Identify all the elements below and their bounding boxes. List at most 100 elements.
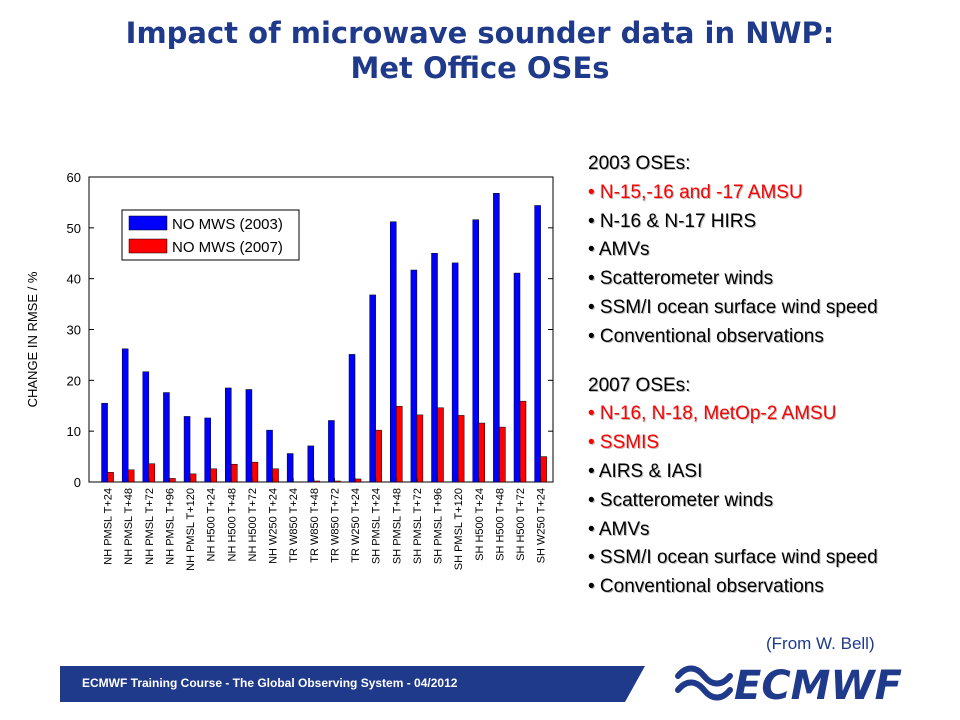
bar-2007 [416,414,424,483]
x-tick-label: TR W850 T+72 [329,488,341,563]
bar-2007 [354,478,362,483]
slide-title: Impact of microwave sounder data in NWP:… [0,16,960,86]
bar-2007 [169,478,176,483]
y-axis-label: CHANGE IN RMSE / % [25,271,40,407]
bar-2003 [121,348,129,483]
bar-2007 [437,407,444,483]
x-tick-label: SH H500 T+72 [515,488,527,561]
x-tick-label: SH H500 T+48 [494,488,506,561]
bar-2007 [148,463,156,483]
bar-2003 [225,387,232,483]
bar-2007 [396,406,403,483]
bar-2007 [210,468,217,483]
x-tick-label: SH W250 T+24 [536,488,548,563]
bar-2003 [369,294,376,483]
bar-2003 [286,453,294,483]
bar-2007 [107,472,114,483]
notes-2007-item: • SSMIS [588,432,660,454]
x-tick-label: SH PMSL T+24 [371,488,383,564]
legend-swatch [128,215,168,231]
slide-title-line1: Impact of microwave sounder data in NWP: [125,16,835,50]
ose-notes: 2003 OSEs: • N-15,-16 and -17 AMSU • N-16… [588,150,958,602]
legend-label: NO MWS (2007) [172,239,283,256]
bar-2007 [313,480,321,483]
notes-2003-item: • N-16 & N-17 HIRS [588,210,757,232]
bar-2003 [142,371,150,483]
bar-2003 [451,262,459,483]
bar-2003 [472,219,480,483]
legend-swatch [128,238,168,254]
x-tick-label: NH H500 T+48 [226,488,238,561]
bar-2003 [348,354,356,483]
x-tick-label: TR W850 T+24 [288,488,300,563]
x-tick-label: NH W250 T+24 [268,488,280,564]
ecmwf-logo-text: ECMWF [734,663,902,706]
bar-2003 [513,272,521,483]
bar-2007 [375,429,382,483]
bar-2007 [334,480,341,483]
notes-2007-heading: 2007 OSEs: [588,374,691,396]
bar-2003 [431,253,438,483]
bar-2003 [245,389,253,483]
x-tick-label: SH PMSL T+72 [412,488,424,564]
y-tick-label: 0 [74,475,81,490]
bar-2003 [307,445,315,483]
x-tick-label: NH PMSL T+72 [144,488,156,565]
footer-band [60,666,645,702]
x-tick-label: TR W250 T+24 [350,488,362,563]
x-tick-label: NH PMSL T+96 [164,488,176,565]
bar-2007 [499,426,506,483]
notes-2003-heading: 2003 OSEs: [588,153,691,174]
notes-2003-item: • N-15,-16 and -17 AMSU [588,181,803,203]
bar-2007 [540,456,547,483]
ecmwf-logo-icon [675,665,733,701]
y-tick-label: 20 [67,373,81,388]
x-tick-label: SH PMSL T+48 [391,488,403,564]
rmse-bar-chart: 0 10 20 30 40 50 60 CHANGE IN RMSE / % NH PMSL T… [25,170,554,571]
notes-2007-item: • Scatterometer winds [588,489,774,511]
notes-2007-item: • Conventional observations [588,576,824,598]
slide-title-line2: Met Office OSEs [350,51,610,85]
bar-2003 [534,205,541,483]
notes-2003-list: • N-15,-16 and -17 AMSU • N-16 & N-17 HIR… [588,179,958,352]
bar-2003 [183,416,191,483]
x-tick-label: NH PMSL T+48 [123,488,135,565]
bar-2007 [272,468,279,483]
bar-2003 [390,221,397,483]
notes-2007-item: • AIRS & IASI [588,460,703,482]
bar-2003 [266,429,273,483]
bar-2007 [231,463,238,483]
bar-2007 [127,469,135,483]
y-tick-label: 10 [67,424,81,439]
y-tick-label: 30 [67,323,81,338]
bar-2003 [493,193,500,483]
footer-text: ECMWF Training Course - The Global Obser… [82,676,458,690]
legend-label: NO MWS (2003) [172,216,283,233]
bar-2003 [410,269,418,483]
y-tick-label: 50 [67,221,81,236]
x-tick-label: NH PMSL T+120 [185,488,197,571]
x-tick-label: NH H500 T+24 [206,488,218,561]
notes-2003-item: • Conventional observations [588,325,824,347]
x-tick-label: NH H500 T+72 [247,488,259,561]
x-tick-label: NH PMSL T+24 [103,488,115,565]
bar-2007 [251,461,259,483]
bar-2003 [328,420,335,483]
notes-2007-list: • N-16, N-18, MetOp-2 AMSU • SSMIS • AIRS … [588,400,958,602]
x-tick-label: SH PMSL T+120 [453,488,465,570]
ecmwf-logo: ECMWF [675,663,902,706]
bar-2003 [101,402,108,483]
notes-2007-item: • SSM/I ocean surface wind speed [588,547,878,569]
y-tick-label: 40 [67,272,81,287]
x-tick-label: SH H500 T+24 [474,488,486,561]
bar-2007 [478,422,486,483]
credit-text: (From W. Bell) [766,634,875,653]
bar-2007 [457,415,465,483]
notes-2007-item: • N-16, N-18, MetOp-2 AMSU [588,403,837,425]
notes-2003-item: • AMVs [588,239,650,261]
y-tick-label: 60 [67,170,81,185]
bar-2007 [189,473,197,483]
notes-2003-item: • Scatterometer winds [588,268,774,290]
notes-2003-item: • SSM/I ocean surface wind speed [588,296,878,318]
bar-2007 [519,400,527,483]
